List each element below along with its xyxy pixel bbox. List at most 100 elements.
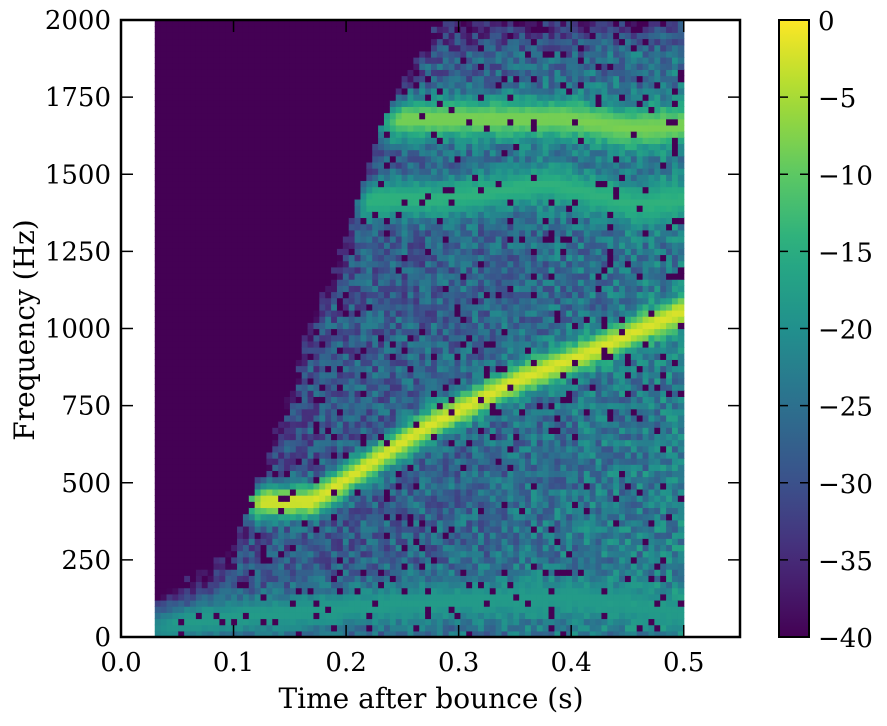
heatmap-cell — [190, 359, 197, 367]
heatmap-cell — [354, 482, 362, 490]
heatmap-cell — [154, 618, 162, 626]
heatmap-cell — [389, 408, 397, 416]
heatmap-cell — [166, 198, 173, 206]
heatmap-cell — [331, 303, 338, 311]
heatmap-cell — [354, 414, 362, 422]
heatmap-cell — [231, 316, 238, 323]
heatmap-cell — [366, 593, 373, 601]
heatmap-cell — [348, 606, 356, 613]
heatmap-cell — [201, 75, 209, 83]
heatmap-cell — [431, 87, 438, 95]
heatmap-cell — [184, 174, 191, 182]
heatmap-cell — [266, 57, 273, 64]
heatmap-cell — [160, 291, 168, 299]
heatmap-cell — [213, 285, 221, 293]
heatmap-cell — [436, 439, 444, 447]
heatmap-cell — [248, 155, 256, 163]
heatmap-cell — [413, 272, 420, 280]
heatmap-cell — [154, 427, 162, 434]
heatmap-cell — [336, 186, 344, 194]
heatmap-cell — [401, 433, 409, 441]
heatmap-cell — [266, 550, 273, 558]
heatmap-cell — [160, 309, 168, 317]
heatmap-cell — [395, 180, 403, 188]
heatmap-cell — [295, 309, 303, 317]
heatmap-cell — [242, 544, 250, 552]
heatmap-cell — [436, 192, 444, 200]
heatmap-cell — [272, 50, 279, 58]
heatmap-cell — [201, 593, 209, 601]
heatmap-cell — [242, 587, 250, 595]
heatmap-cell — [231, 458, 238, 465]
heatmap-cell — [284, 38, 291, 46]
heatmap-cell — [425, 75, 432, 83]
heatmap-cell — [289, 168, 297, 175]
heatmap-cell — [295, 291, 303, 299]
heatmap-cell — [178, 433, 185, 441]
heatmap-cell — [295, 414, 303, 422]
heatmap-cell — [225, 408, 232, 416]
heatmap-cell — [431, 408, 438, 416]
heatmap-cell — [366, 587, 373, 595]
heatmap-cell — [184, 112, 191, 120]
heatmap-cell — [319, 291, 326, 299]
heatmap-cell — [160, 149, 168, 157]
heatmap-cell — [395, 501, 403, 509]
heatmap-cell — [389, 377, 397, 385]
heatmap-cell — [195, 544, 203, 552]
heatmap-cell — [325, 168, 332, 175]
heatmap-cell — [348, 26, 356, 33]
heatmap-cell — [313, 223, 320, 231]
heatmap-cell — [237, 131, 244, 138]
heatmap-cell — [319, 50, 326, 58]
heatmap-cell — [366, 451, 373, 459]
heatmap-cell — [401, 174, 409, 182]
heatmap-cell — [378, 624, 385, 632]
heatmap-cell — [348, 575, 356, 583]
heatmap-cell — [342, 581, 350, 589]
heatmap-cell — [178, 624, 185, 632]
heatmap-cell — [366, 235, 373, 243]
heatmap-cell — [354, 100, 362, 107]
heatmap-cell — [284, 303, 291, 311]
heatmap-cell — [419, 180, 426, 188]
heatmap-cell — [436, 106, 444, 114]
heatmap-cell — [219, 118, 226, 126]
heatmap-cell — [383, 519, 391, 527]
heatmap-cell — [413, 81, 420, 89]
heatmap-cell — [360, 402, 367, 410]
heatmap-cell — [301, 322, 309, 330]
heatmap-cell — [231, 618, 238, 626]
heatmap-cell — [383, 198, 391, 206]
heatmap-cell — [407, 408, 414, 416]
heatmap-cell — [260, 538, 268, 546]
heatmap-cell — [342, 458, 350, 465]
heatmap-cell — [436, 149, 444, 157]
heatmap-cell — [425, 242, 432, 249]
heatmap-cell — [407, 544, 414, 552]
heatmap-cell — [272, 328, 279, 336]
heatmap-cell — [307, 501, 315, 509]
heatmap-cell — [360, 359, 367, 367]
heatmap-cell — [184, 168, 191, 175]
heatmap-cell — [366, 205, 373, 212]
heatmap-cell — [201, 482, 209, 490]
heatmap-cell — [425, 137, 432, 144]
heatmap-cell — [395, 272, 403, 280]
heatmap-cell — [425, 149, 432, 157]
heatmap-cell — [378, 69, 385, 77]
heatmap-cell — [425, 414, 432, 422]
heatmap-cell — [407, 371, 414, 379]
heatmap-cell — [284, 223, 291, 231]
heatmap-cell — [195, 248, 203, 256]
heatmap-cell — [378, 217, 385, 225]
heatmap-cell — [301, 38, 309, 46]
heatmap-cell — [266, 470, 273, 478]
heatmap-cell — [237, 544, 244, 552]
heatmap-cell — [342, 303, 350, 311]
heatmap-cell — [313, 248, 320, 256]
heatmap-cell — [248, 562, 256, 570]
heatmap-cell — [389, 75, 397, 83]
heatmap-cell — [172, 421, 179, 428]
heatmap-cell — [425, 20, 432, 27]
